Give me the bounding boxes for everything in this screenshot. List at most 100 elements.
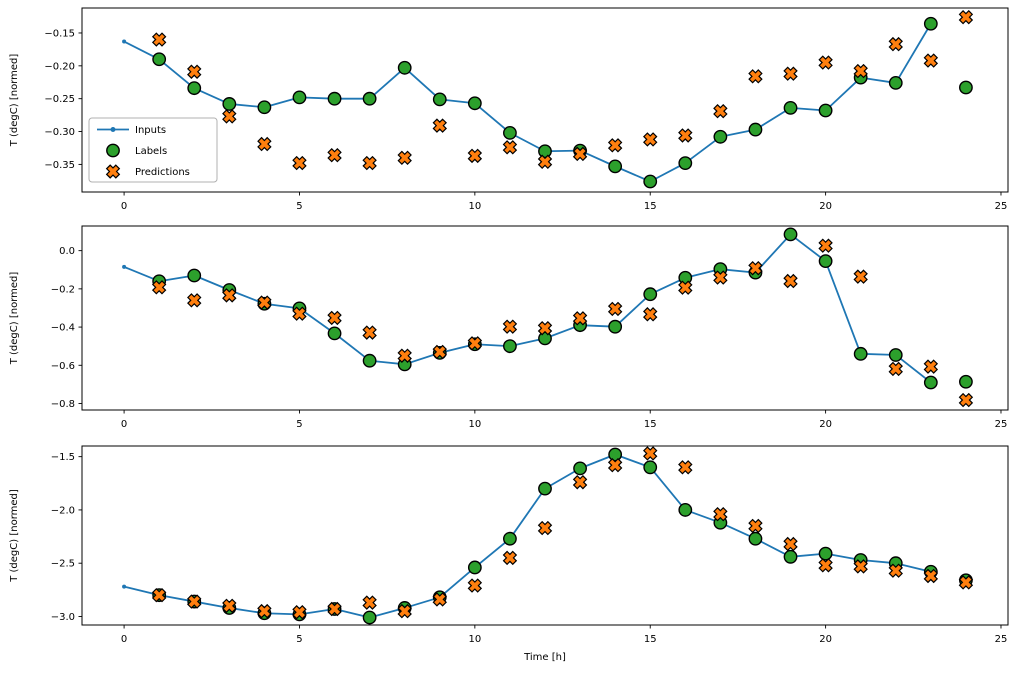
predictions-point: [397, 603, 412, 619]
labels-point: [503, 531, 517, 546]
labels-point: [748, 122, 763, 137]
x-tick-label: 5: [296, 201, 302, 212]
y-axis-label: T (degC) [normed]: [9, 489, 20, 583]
predictions-point: [607, 138, 623, 153]
predictions-point: [502, 550, 518, 566]
labels-point: [538, 331, 552, 346]
predictions-point: [607, 457, 623, 473]
predictions-point: [783, 273, 798, 289]
x-tick-label: 5: [296, 634, 302, 645]
x-tick-label: 25: [995, 419, 1008, 430]
labels-point: [888, 76, 903, 90]
predictions-point: [187, 64, 202, 79]
labels-point: [959, 80, 973, 95]
predictions-point: [818, 55, 833, 70]
predictions-point: [818, 238, 833, 253]
labels-point: [748, 531, 763, 546]
predictions-point: [397, 348, 412, 363]
labels-point: [362, 353, 377, 368]
labels-point: [608, 319, 623, 334]
legend-entry-label: Labels: [135, 146, 167, 157]
y-tick-label: −0.6: [51, 361, 75, 372]
predictions-point: [853, 559, 868, 574]
y-tick-label: −0.8: [51, 399, 75, 410]
y-tick-label: −0.25: [44, 94, 75, 105]
labels-point: [643, 287, 658, 302]
x-tick-label: 0: [121, 419, 127, 430]
y-tick-label: −0.30: [44, 127, 75, 138]
legend-entry-label: Predictions: [135, 167, 190, 178]
predictions-point: [222, 598, 237, 614]
predictions-point: [327, 601, 342, 617]
predictions-point: [432, 344, 447, 360]
predictions-point: [362, 325, 377, 340]
predictions-point: [607, 301, 623, 317]
labels-point: [538, 481, 552, 496]
predictions-point: [748, 261, 763, 276]
labels-point: [643, 174, 658, 189]
labels-point: [467, 96, 482, 111]
y-tick-label: −0.20: [44, 61, 75, 72]
labels-point: [923, 375, 938, 390]
predictions-point: [222, 109, 237, 124]
x-tick-label: 10: [468, 201, 481, 212]
axes-spines: [81, 445, 1009, 626]
predictions-point: [958, 575, 974, 590]
legend: Inputs Labels Predictions: [88, 117, 218, 183]
predictions-point: [362, 595, 377, 610]
predictions-point: [713, 506, 728, 522]
labels-point: [432, 92, 447, 107]
labels-point: [187, 268, 202, 283]
subplot-3: 0 5 10 15 20 25 −1.5 −2.0 −2.5 −3.0 T (degC) [norm…: [9, 445, 1009, 663]
x-tick-label: 20: [819, 634, 832, 645]
y-tick-label: −1.5: [51, 452, 75, 463]
labels-point: [678, 156, 693, 170]
predictions-point: [537, 154, 553, 169]
labels-point: [678, 503, 693, 517]
predictions-point: [292, 306, 307, 321]
predictions-point: [678, 280, 693, 295]
predictions-point: [467, 336, 483, 351]
labels-point: [818, 546, 833, 561]
x-tick-label: 15: [644, 201, 657, 212]
labels-point: [222, 97, 237, 111]
labels-point: [783, 549, 798, 564]
predictions-point: [888, 36, 903, 52]
y-tick-label: −2.5: [51, 559, 75, 570]
labels-point: [853, 346, 868, 361]
predictions-point: [678, 128, 693, 143]
y-tick-label: −0.35: [44, 160, 75, 171]
predictions-point: [958, 392, 974, 408]
predictions-point: [783, 66, 798, 81]
predictions-point: [643, 446, 658, 461]
x-tick-label: 25: [995, 201, 1008, 212]
y-tick-label: 0.0: [59, 246, 75, 257]
legend-inputs-dot: [110, 127, 116, 132]
x-tick-label: 0: [121, 634, 127, 645]
labels-point: [187, 81, 202, 96]
labels-point: [713, 129, 728, 144]
predictions-point: [362, 155, 377, 171]
predictions-point: [958, 9, 974, 25]
predictions-point: [572, 475, 588, 490]
labels-point: [397, 60, 412, 75]
y-tick-label: −2.0: [51, 505, 75, 516]
y-axis-label: T (degC) [normed]: [9, 272, 20, 366]
predictions-point: [678, 460, 693, 475]
predictions-point: [257, 136, 272, 152]
predictions-point: [643, 132, 658, 147]
predictions-point: [292, 605, 307, 620]
y-axis-label: T (degC) [normed]: [9, 54, 20, 148]
predictions-point: [572, 146, 588, 162]
legend-labels-marker: [106, 143, 120, 158]
labels-point: [573, 461, 587, 476]
predictions-point: [713, 270, 728, 285]
inputs-point: [122, 39, 127, 44]
labels-point: [467, 560, 482, 575]
y-tick-label: −0.4: [51, 323, 75, 334]
labels-point: [362, 610, 377, 625]
inputs-line: [123, 233, 932, 384]
predictions-point: [432, 592, 447, 607]
x-tick-label: 0: [121, 201, 127, 212]
